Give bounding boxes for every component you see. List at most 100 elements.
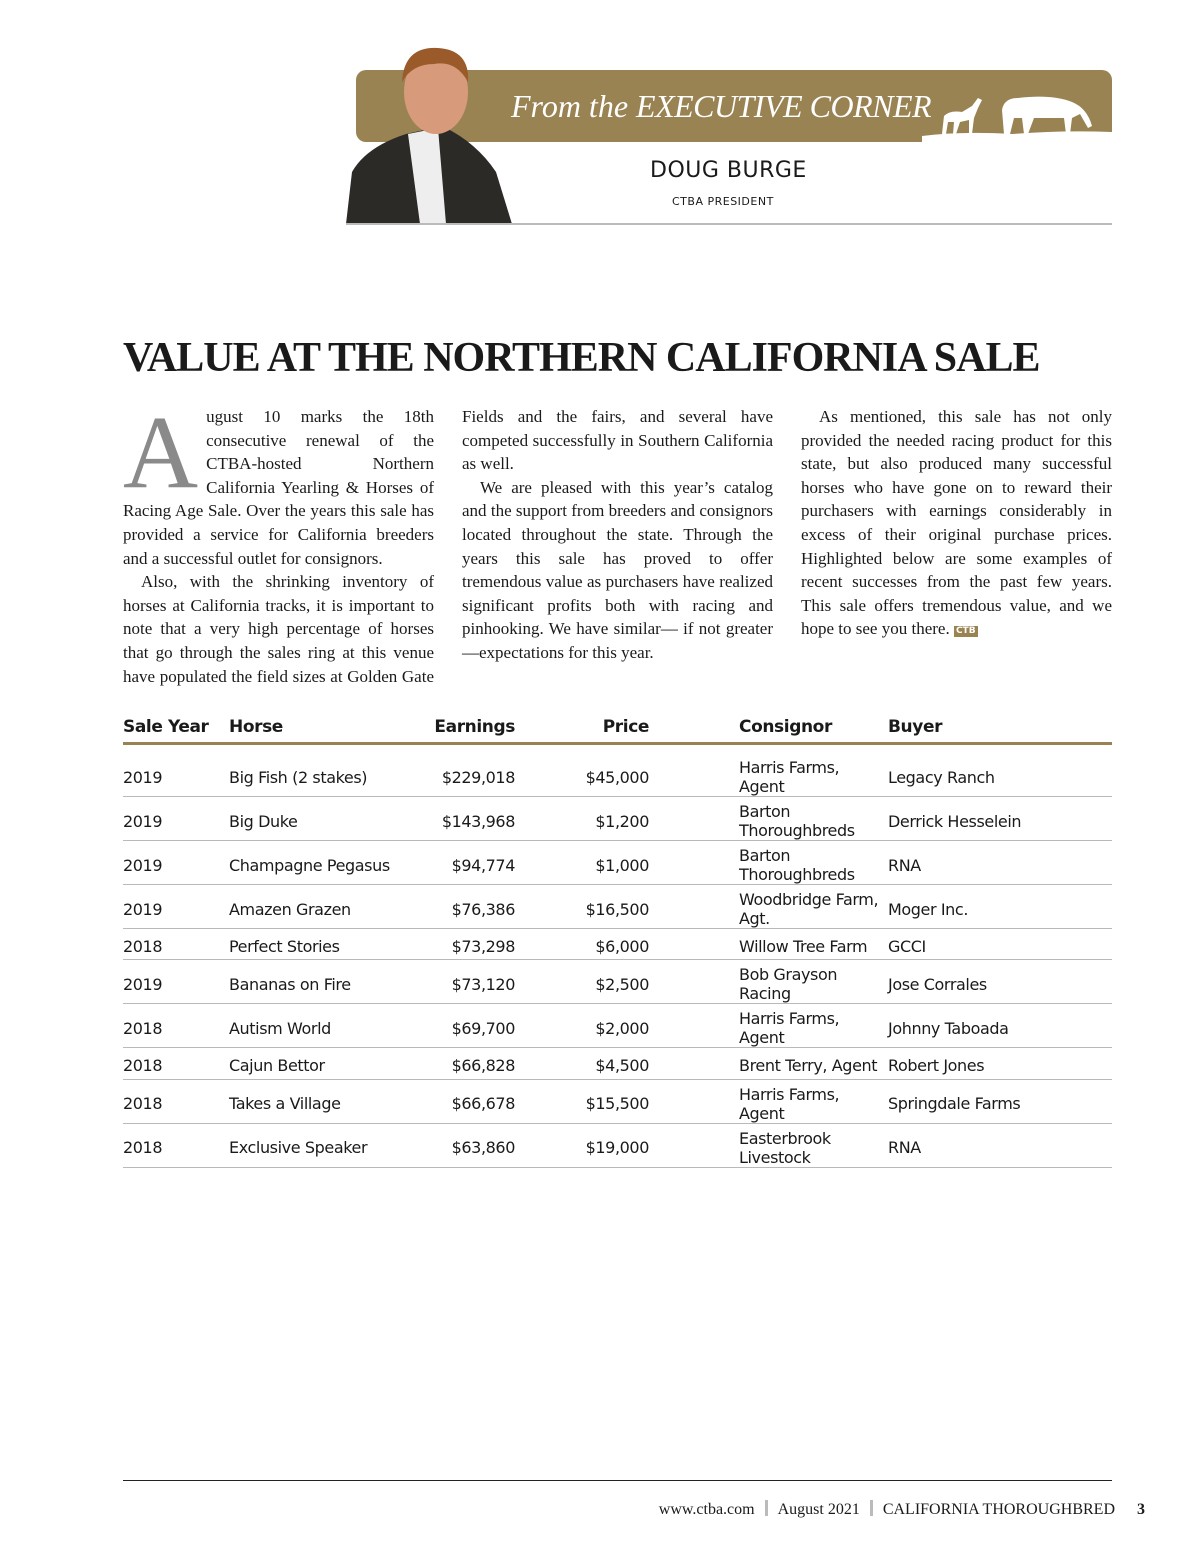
table-cell: Barton Thoroughbreds (649, 840, 888, 885)
table-row: 2018 Cajun Bettor $66,828 $4,500 Brent Terry… (123, 1047, 1112, 1080)
table-cell: 2018 (123, 1003, 229, 1049)
table-cell: Bananas on Fire (229, 959, 409, 1005)
paragraph-3: We are pleased with this year’s catalog … (462, 477, 773, 662)
table-cell: $4,500 (515, 1047, 649, 1080)
table-cell: Barton Thoroughbreds (649, 796, 888, 841)
table-cell: GCCI (888, 928, 1112, 961)
header-sale-year: Sale Year (123, 712, 229, 745)
paragraph-2: Also, with the shrinking inventory of ho… (123, 407, 773, 686)
header-horse: Horse (229, 712, 409, 745)
table-cell: $73,120 (409, 959, 515, 1005)
page-footer: www.ctba.com August 2021 CALIFORNIA THOROU… (659, 1500, 1145, 1519)
table-cell: $63,860 (409, 1123, 515, 1168)
table-cell: Harris Farms, Agent (649, 753, 888, 797)
table-cell: 2019 (123, 959, 229, 1005)
footer-issue: August 2021 (777, 1501, 860, 1518)
table-cell: Easterbrook Livestock (649, 1123, 888, 1168)
table-cell: Big Duke (229, 796, 409, 841)
table-cell: Cajun Bettor (229, 1047, 409, 1080)
table-cell: 2019 (123, 753, 229, 797)
footer-website: www.ctba.com (658, 1501, 755, 1518)
table-cell: $229,018 (409, 753, 515, 797)
table-row: 2018 Exclusive Speaker $63,860 $19,000 Easte… (123, 1123, 1112, 1168)
table-cell: $45,000 (515, 753, 649, 797)
table-cell: $143,968 (409, 796, 515, 841)
table-cell: Perfect Stories (229, 928, 409, 961)
sales-table: Sale Year Horse Earnings Price Consignor… (123, 712, 1112, 1168)
table-cell: $19,000 (515, 1123, 649, 1168)
table-row: 2019 Big Fish (2 stakes) $229,018 $45,000 Ha… (123, 753, 1112, 797)
header-divider (346, 223, 1112, 225)
table-cell: 2018 (123, 1047, 229, 1080)
table-cell: $15,500 (515, 1079, 649, 1124)
table-cell: 2019 (123, 796, 229, 841)
table-cell: RNA (888, 1123, 1112, 1168)
banner-title: From the EXECUTIVE CORNER (511, 88, 932, 124)
table-row: 2018 Perfect Stories $73,298 $6,000 Willow T… (123, 928, 1112, 961)
table-cell: Exclusive Speaker (229, 1123, 409, 1168)
table-cell: $16,500 (515, 884, 649, 929)
table-cell: Takes a Village (229, 1079, 409, 1124)
table-cell: RNA (888, 840, 1112, 885)
table-cell: $2,000 (515, 1003, 649, 1049)
table-cell: Jose Corrales (888, 959, 1112, 1005)
table-row: 2019 Bananas on Fire $73,120 $2,500 Bob Gray… (123, 959, 1112, 1005)
author-role: CTBA PRESIDENT (672, 195, 774, 208)
separator (869, 1500, 873, 1516)
separator (764, 1500, 768, 1516)
table-cell: Springdale Farms (888, 1079, 1112, 1124)
table-header-row: Sale Year Horse Earnings Price Consignor… (123, 712, 1112, 745)
table-row: 2018 Takes a Village $66,678 $15,500 Harris … (123, 1079, 1112, 1124)
table-cell: Moger Inc. (888, 884, 1112, 929)
header-consignor: Consignor (649, 712, 888, 745)
table-cell: $66,678 (409, 1079, 515, 1124)
ctb-end-mark-icon: CTB (953, 626, 978, 638)
table-cell: $6,000 (515, 928, 649, 961)
table-row: 2018 Autism World $69,700 $2,000 Harris Farm… (123, 1003, 1112, 1049)
table-row: 2019 Big Duke $143,968 $1,200 Barton Thoroug… (123, 796, 1112, 841)
table-cell: $66,828 (409, 1047, 515, 1080)
page-number: 3 (1137, 1501, 1145, 1518)
table-cell: $94,774 (409, 840, 515, 885)
table-cell: Harris Farms, Agent (649, 1003, 888, 1049)
table-cell: 2019 (123, 840, 229, 885)
table-cell: Big Fish (2 stakes) (229, 753, 409, 797)
table-cell: $1,000 (515, 840, 649, 885)
table-cell: Autism World (229, 1003, 409, 1049)
horses-silhouette-icon (922, 96, 1112, 142)
table-cell: 2019 (123, 884, 229, 929)
header-banner: From the EXECUTIVE CORNER (356, 70, 1112, 142)
table-cell: Robert Jones (888, 1047, 1112, 1080)
table-cell: Johnny Taboada (888, 1003, 1112, 1049)
footer-divider (123, 1480, 1112, 1481)
table-cell: Brent Terry, Agent (649, 1047, 888, 1080)
table-row: 2019 Amazen Grazen $76,386 $16,500 Woodbridg… (123, 884, 1112, 929)
table-cell: $1,200 (515, 796, 649, 841)
header-price: Price (515, 712, 649, 745)
drop-cap: A (123, 395, 199, 510)
table-cell: Derrick Hesselein (888, 796, 1112, 841)
table-cell: Bob Grayson Racing (649, 959, 888, 1005)
table-cell: 2018 (123, 1079, 229, 1124)
footer-publication: CALIFORNIA THOROUGHBRED (882, 1501, 1115, 1518)
table-cell: 2018 (123, 1123, 229, 1168)
table-cell: $73,298 (409, 928, 515, 961)
table-cell: Harris Farms, Agent (649, 1079, 888, 1124)
table-cell: Amazen Grazen (229, 884, 409, 929)
article-title: VALUE AT THE NORTHERN CALIFORNIA SALE (123, 335, 1041, 381)
table-cell: $2,500 (515, 959, 649, 1005)
table-cell: $69,700 (409, 1003, 515, 1049)
table-cell: 2018 (123, 928, 229, 961)
header-buyer: Buyer (888, 712, 1112, 745)
table-cell: Legacy Ranch (888, 753, 1112, 797)
author-photo (346, 42, 512, 224)
table-cell: $76,386 (409, 884, 515, 929)
paragraph-4: As mentioned, this sale has not only pro… (801, 407, 1112, 639)
table-cell: Woodbridge Farm, Agt. (649, 884, 888, 929)
table-cell: Champagne Pegasus (229, 840, 409, 885)
header-earnings: Earnings (409, 712, 515, 745)
table-row: 2019 Champagne Pegasus $94,774 $1,000 Barton… (123, 840, 1112, 885)
author-name: DOUG BURGE (650, 158, 807, 183)
